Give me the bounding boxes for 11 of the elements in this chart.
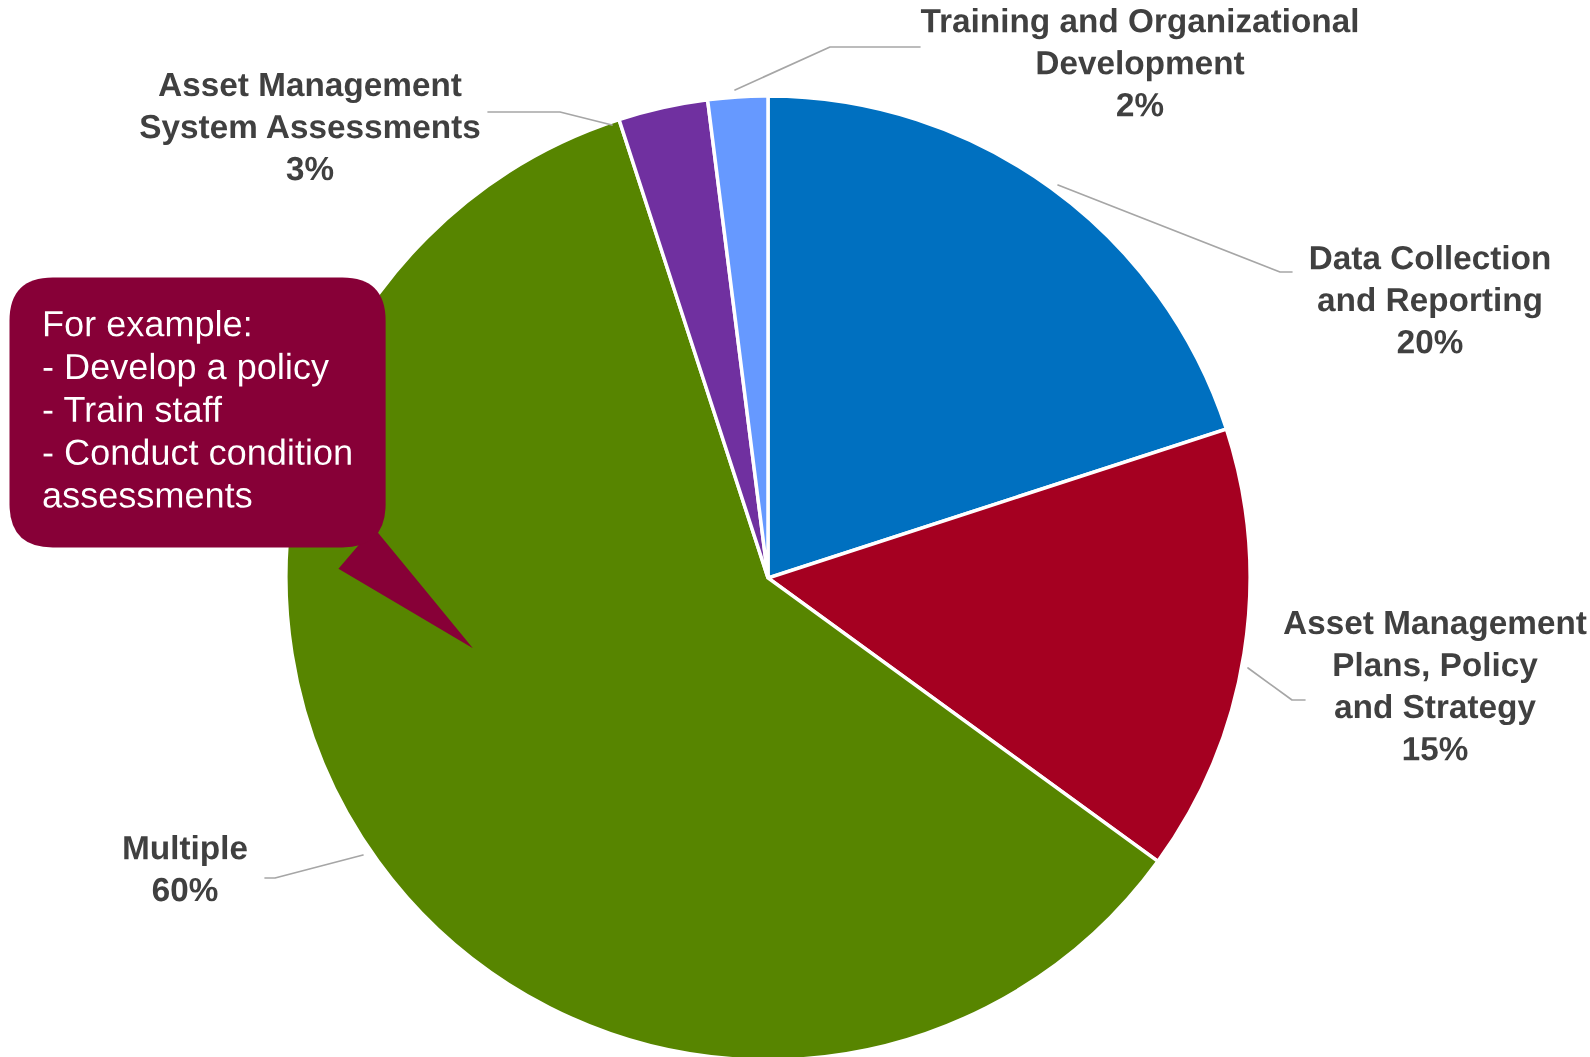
slice-label: Data Collection and Reporting (1310, 245, 1550, 319)
slice-label: Multiple (124, 835, 247, 867)
data-label: 15% (1403, 736, 1468, 761)
slice-label: Training and Organizational Development (920, 8, 1358, 82)
slice-label: Asset Management System Assessments (140, 73, 480, 146)
text: For example: - Develop a policy - Train staff - Conduct condition assessments (43, 310, 351, 508)
data-label: 60% (152, 877, 218, 902)
data-label: 2% (1117, 92, 1164, 117)
data-label: 3% (286, 156, 334, 181)
slice-label: Asset Management Plans, Policy and Strategy (1283, 611, 1587, 726)
data-label: 20% (1397, 329, 1463, 354)
